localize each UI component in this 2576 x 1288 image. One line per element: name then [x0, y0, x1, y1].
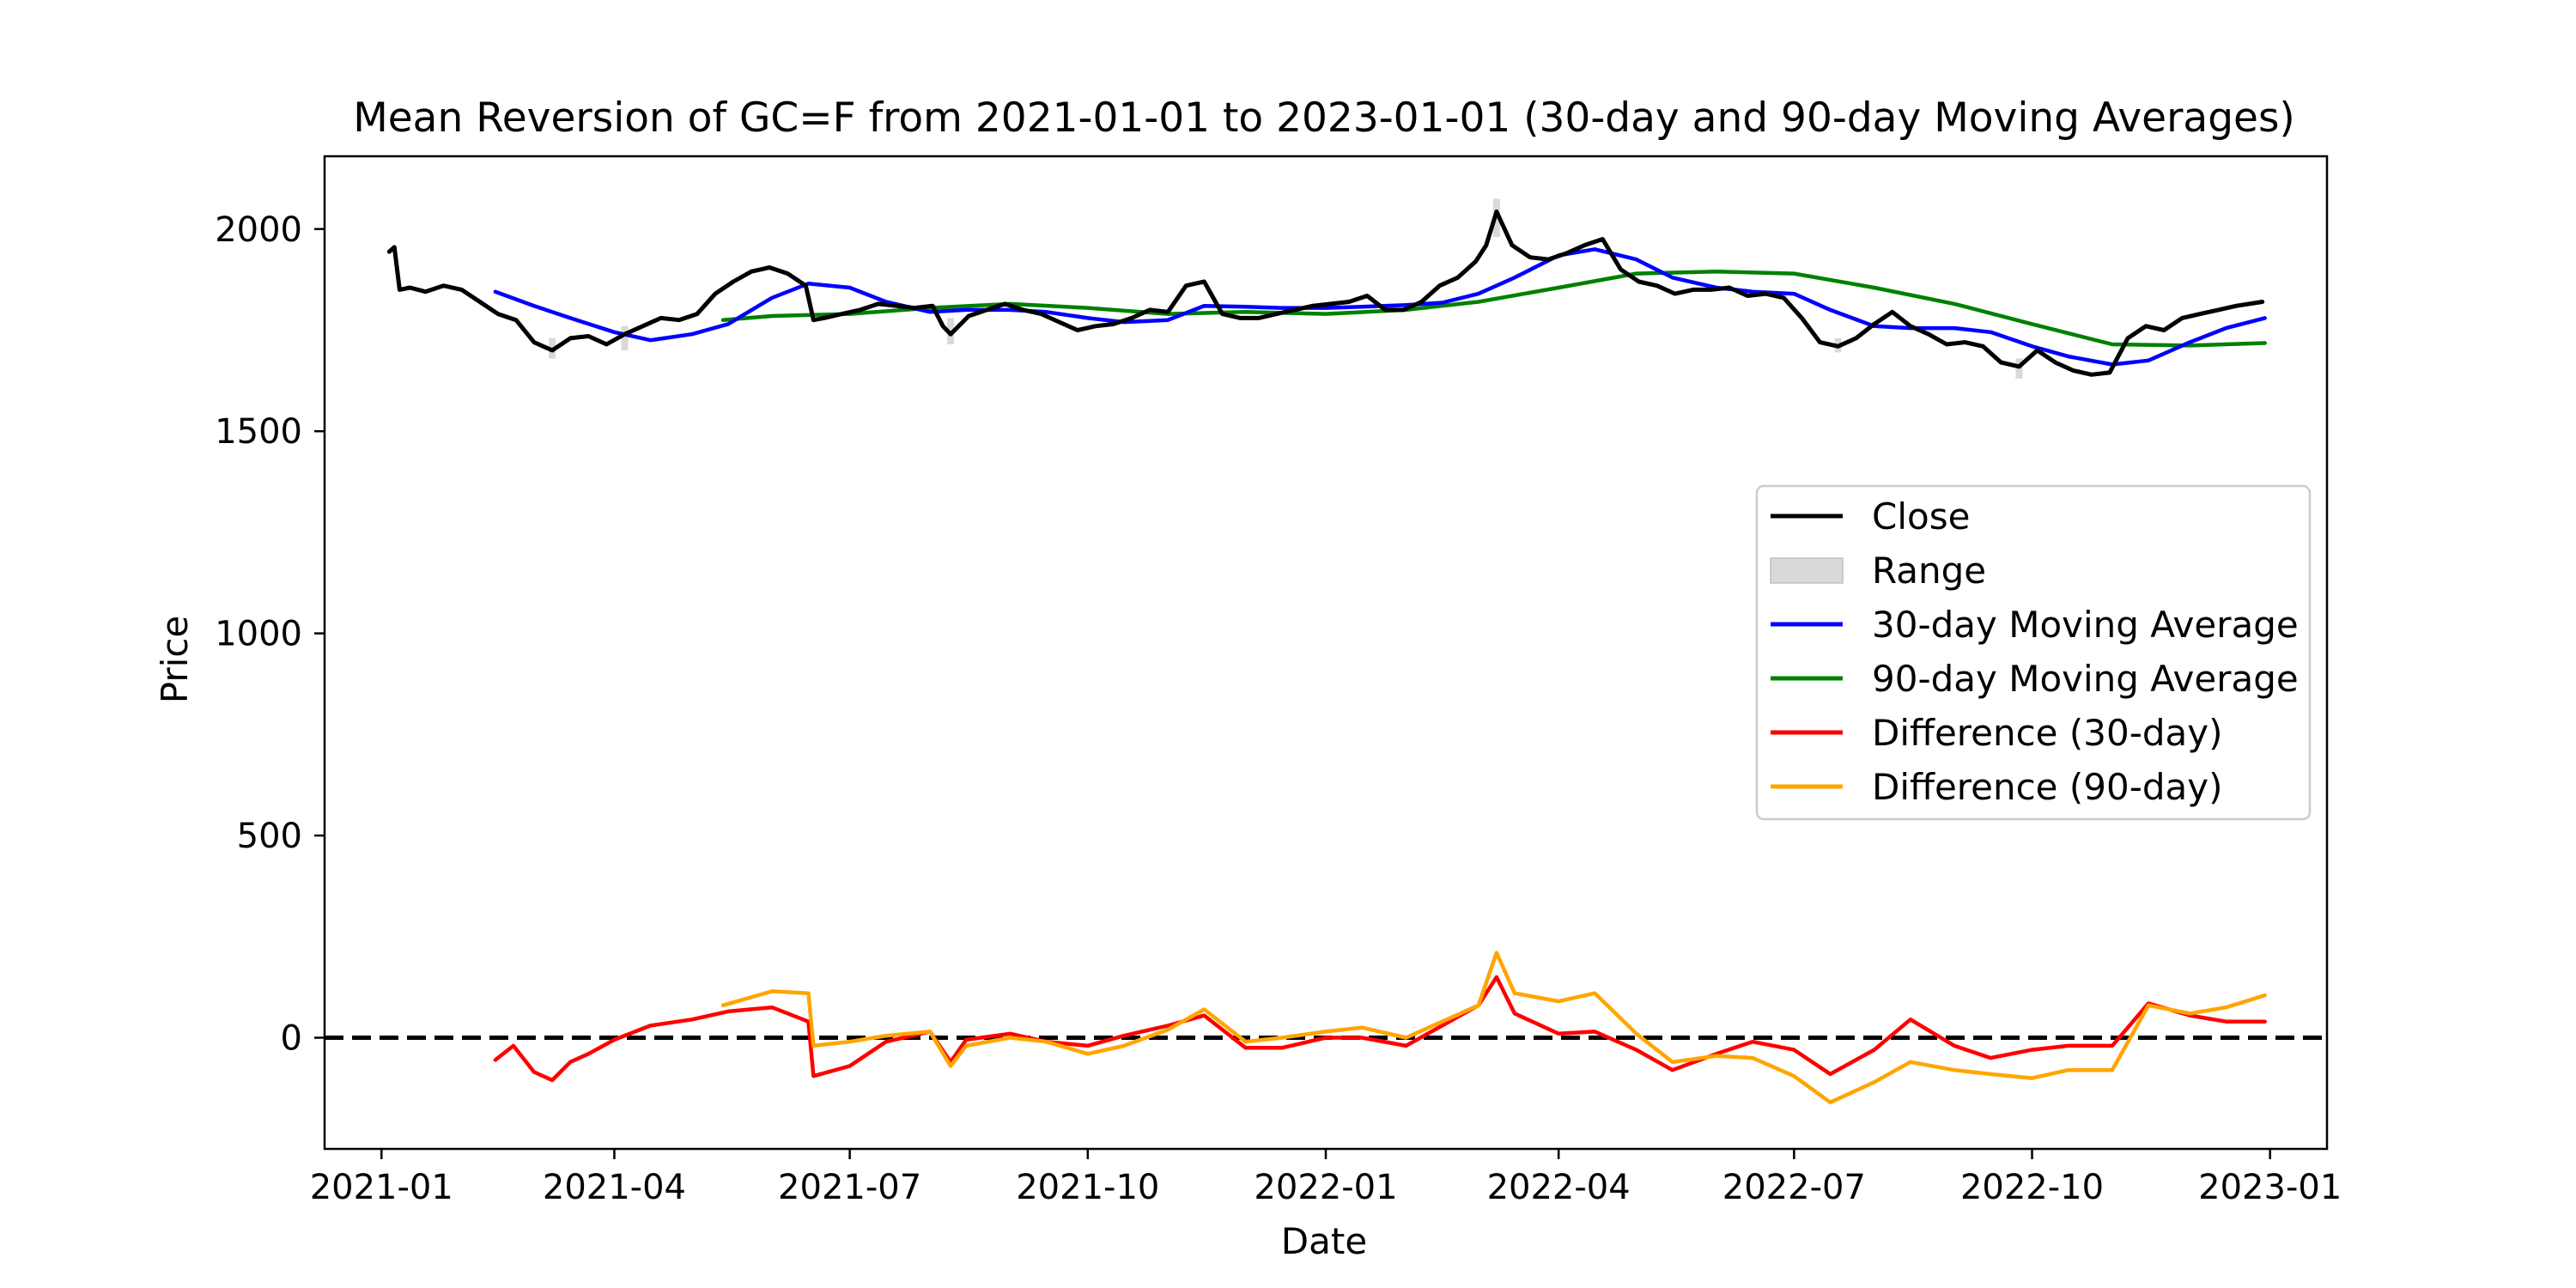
- x-tick-label: 2022-01: [1254, 1168, 1397, 1207]
- x-tick-label: 2021-10: [1016, 1168, 1159, 1207]
- x-tick-label: 2022-04: [1487, 1168, 1631, 1207]
- y-axis-label: Price: [154, 616, 196, 703]
- x-axis-label: Date: [1281, 1220, 1367, 1262]
- series-line-diff90: [720, 951, 2267, 1105]
- x-tick-label: 2021-01: [310, 1168, 453, 1207]
- x-tick-label: 2022-10: [1960, 1168, 2104, 1207]
- y-tick-label: 500: [237, 817, 302, 856]
- series-line-ma30: [493, 247, 2267, 367]
- y-tick-label: 1500: [215, 412, 302, 452]
- legend-label-ma30: 30-day Moving Average: [1872, 604, 2299, 646]
- chart-title: Mean Reversion of GC=F from 2021-01-01 t…: [353, 94, 2295, 142]
- x-tick-label: 2021-04: [543, 1168, 686, 1207]
- y-tick-label: 2000: [215, 210, 302, 250]
- series-line-close: [386, 210, 2265, 377]
- x-tick-label: 2022-07: [1722, 1168, 1866, 1207]
- legend-swatch-range: [1770, 557, 1844, 584]
- legend-label-diff30: Difference (30-day): [1872, 712, 2223, 754]
- legend-label-close: Close: [1872, 495, 1970, 538]
- plot-series-group: [325, 198, 2327, 1105]
- y-tick-label: 1000: [215, 615, 302, 654]
- legend-label-range: Range: [1872, 550, 1986, 592]
- plot-area: [323, 155, 2329, 1151]
- legend: Close Range 30-day Moving Average 90-day Mo…: [1755, 484, 2312, 821]
- x-tick-label: 2023-01: [2198, 1168, 2342, 1207]
- legend-box: [1755, 484, 2312, 821]
- series-line-ma90: [720, 269, 2267, 348]
- series-line-diff30: [493, 975, 2267, 1083]
- legend-label-diff90: Difference (90-day): [1872, 766, 2223, 808]
- y-tick-label: 0: [281, 1019, 302, 1059]
- range-band: [621, 325, 629, 351]
- x-axis: 2021-01 2021-04 2021-07 2021-10 2022-01 2022-…: [310, 1149, 2342, 1207]
- legend-label-ma90: 90-day Moving Average: [1872, 658, 2299, 700]
- x-tick-label: 2021-07: [778, 1168, 921, 1207]
- y-axis: 0 500 1000 1500 2000: [215, 210, 325, 1059]
